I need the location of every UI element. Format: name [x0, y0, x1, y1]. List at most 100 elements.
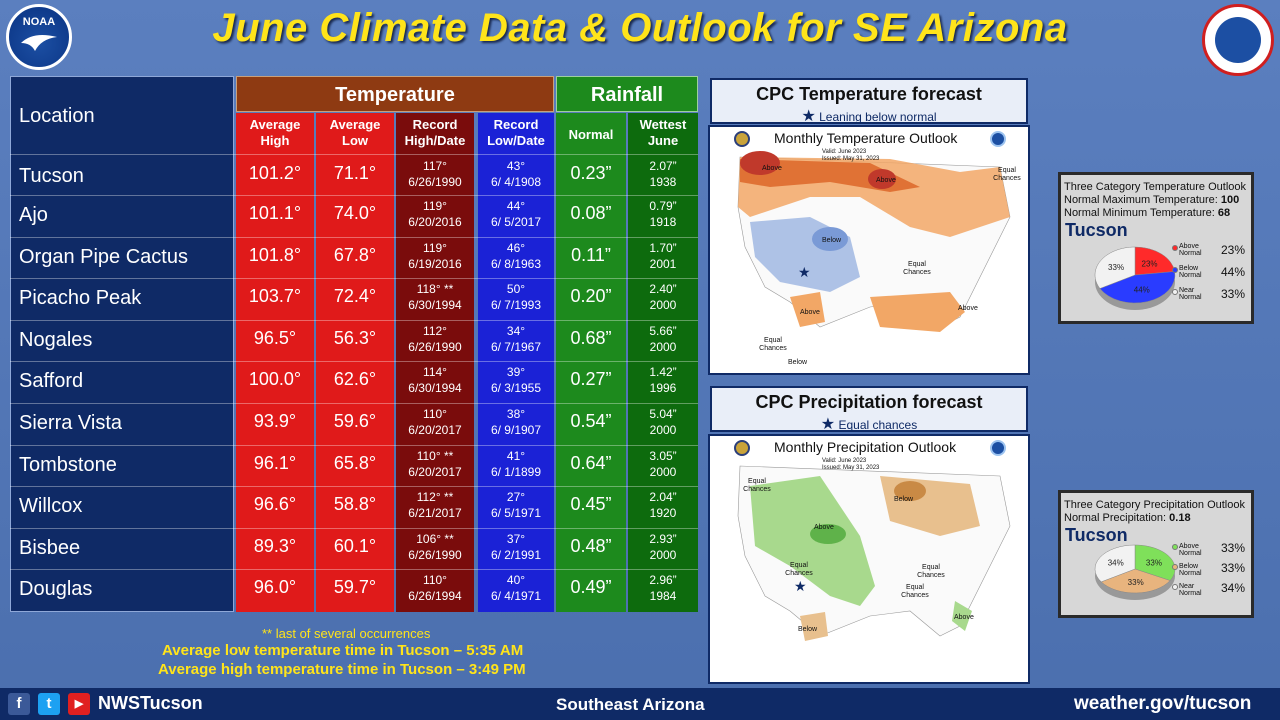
page-title: June Climate Data & Outlook for SE Arizo…	[212, 6, 1068, 50]
precip-forecast-title: CPC Precipitation forecast	[755, 392, 983, 412]
normal-rain-cell: 0.11”	[571, 245, 611, 265]
pie-legend-near: Near Normal	[1179, 287, 1202, 301]
temp-pie-line1: Three Category Temperature Outlook	[1064, 181, 1246, 193]
pie-slice	[1094, 544, 1136, 583]
wettest-june-cell: 1.42” 1996	[649, 365, 677, 395]
map-label: Equal Chances	[901, 584, 929, 599]
temperature-header: Temperature	[236, 76, 554, 112]
avg-low-header: Average Low	[329, 117, 381, 148]
noaa-logo: NOAA	[6, 4, 72, 70]
legend-dot	[1172, 584, 1178, 590]
avg-high-column: Average High 101.2° 101.1° 101.8° 103.7°…	[236, 113, 314, 612]
avg-low-cell: 65.8°	[333, 453, 377, 473]
precip-pie-city: Tucson	[1065, 525, 1128, 545]
map-label: Above	[954, 614, 974, 621]
legend-dot	[1172, 245, 1178, 251]
pie-slice-label: 44%	[1134, 286, 1150, 295]
legend-dot	[1172, 267, 1178, 273]
temp-outlook-pie: Three Category Temperature Outlook Norma…	[1058, 172, 1254, 324]
normal-rain-cell: 0.68”	[570, 328, 612, 348]
pie-pct-below: 33%	[1221, 561, 1246, 575]
record-low-cell: 37° 6/ 2/1991	[490, 532, 542, 562]
pie-slice-label: 33%	[1108, 263, 1124, 272]
row-divider	[10, 486, 698, 487]
website-link[interactable]: weather.gov/tucson	[1074, 693, 1252, 714]
record-low-column: Record Low/Date 43° 6/ 4/1908 44° 6/ 5/201…	[478, 113, 554, 612]
nws-seal-icon	[990, 440, 1006, 456]
noaa-logo-text: NOAA	[22, 16, 56, 28]
legend-dot	[1172, 544, 1178, 550]
temp-pie-chart: 23% 44% 33%	[1094, 246, 1176, 310]
avg-high-cell: 89.3°	[253, 536, 297, 556]
precip-map-title: Monthly Precipitation Outlook	[774, 439, 957, 455]
temp-map-dates: Valid: June 2023 Issued: May 31, 2023	[822, 149, 880, 162]
record-high-cell: 106° ** 6/26/1990	[408, 532, 462, 562]
temp-pie-city: Tucson	[1065, 220, 1128, 240]
record-low-cell: 44° 6/ 5/2017	[490, 199, 542, 229]
location-cell: Tucson	[19, 165, 84, 187]
avg-high-cell: 96.0°	[253, 577, 297, 597]
avg-high-header: Average High	[249, 117, 301, 148]
noaa-seal-icon	[734, 440, 750, 456]
normal-rain-cell: 0.49”	[570, 577, 612, 597]
wettest-june-column: Wettest June 2.07” 1938 0.79” 1918 1.70” 20…	[628, 113, 698, 612]
location-cell: Safford	[19, 370, 84, 392]
record-low-cell: 41° 6/ 1/1899	[490, 449, 542, 479]
social-handle[interactable]: NWSTucson	[98, 693, 203, 713]
pie-legend-above: Above Normal	[1179, 243, 1202, 257]
location-column: Location Tucson Ajo Organ Pipe Cactus Pi…	[10, 76, 234, 612]
avg-low-cell: 58.8°	[333, 494, 377, 514]
legend-dot	[1172, 564, 1178, 570]
location-cell: Ajo	[19, 204, 48, 226]
map-label: Equal Chances	[743, 478, 771, 493]
location-cell: Organ Pipe Cactus	[19, 246, 188, 268]
row-divider	[10, 403, 698, 404]
record-low-cell: 27° 6/ 5/1971	[490, 490, 542, 520]
avg-low-cell: 72.4°	[333, 286, 377, 306]
precip-forecast-header: CPC Precipitation forecast ★ Equal chanc…	[710, 386, 1028, 433]
precip-map-dates: Valid: June 2023 Issued: May 31, 2023	[822, 458, 880, 471]
record-low-cell: 34° 6/ 7/1967	[490, 324, 542, 354]
record-low-cell: 50° 6/ 7/1993	[490, 282, 542, 312]
wettest-june-cell: 1.70” 2001	[649, 241, 677, 271]
tucson-star-icon: ★	[794, 578, 807, 594]
normal-rain-cell: 0.08”	[570, 203, 612, 223]
temp-pie-line3: Normal Minimum Temperature: 68	[1064, 207, 1231, 219]
pie-slice-label: 34%	[1108, 559, 1124, 568]
record-low-cell: 40° 6/ 4/1971	[490, 573, 542, 603]
map-label: Below	[788, 359, 808, 366]
nws-logo	[1202, 4, 1274, 76]
normal-rain-cell: 0.20”	[570, 286, 612, 306]
wettest-june-cell: 2.40” 2000	[649, 282, 677, 312]
record-low-cell: 39° 6/ 3/1955	[490, 365, 542, 395]
avg-low-cell: 59.7°	[333, 577, 377, 597]
avg-low-cell: 59.6°	[333, 411, 377, 431]
precip-forecast-subtitle: ★ Equal chances	[820, 416, 918, 433]
pie-pct-near: 34%	[1221, 581, 1246, 595]
pie-legend-below: Below Normal	[1179, 563, 1202, 577]
twitter-icon[interactable]: t	[38, 693, 60, 715]
pie-legend-below: Below Normal	[1179, 265, 1202, 279]
facebook-icon[interactable]: f	[8, 693, 30, 715]
normal-rain-header: Normal	[568, 127, 614, 142]
pie-legend-near: Near Normal	[1179, 583, 1202, 597]
row-divider	[10, 195, 698, 196]
avg-low-column: Average Low 71.1° 74.0° 67.8° 72.4° 56.3…	[316, 113, 394, 612]
star-icon: ★	[801, 108, 816, 125]
wettest-june-header: Wettest June	[639, 117, 687, 148]
pie-slice	[1099, 271, 1176, 304]
pie-pct-above: 23%	[1221, 243, 1246, 257]
record-high-cell: 112° ** 6/21/2017	[408, 490, 462, 520]
record-high-header: Record High/Date	[404, 117, 466, 148]
record-high-cell: 110° 6/26/1994	[408, 573, 462, 603]
avg-low-cell: 62.6°	[333, 369, 377, 389]
location-cell: Tombstone	[19, 454, 117, 476]
avg-high-cell: 101.2°	[248, 163, 302, 183]
map-label: Equal Chances	[917, 564, 945, 579]
occurrences-note: ** last of several occurrences	[262, 626, 431, 641]
temp-forecast-title: CPC Temperature forecast	[756, 84, 982, 104]
youtube-icon[interactable]: ▶	[68, 693, 90, 715]
precip-pie-line1: Three Category Precipitation Outlook	[1064, 499, 1245, 511]
nws-seal-icon	[990, 131, 1006, 147]
temp-outlook-map: ★ Monthly Temperature Outlook Valid: Jun…	[708, 125, 1030, 375]
